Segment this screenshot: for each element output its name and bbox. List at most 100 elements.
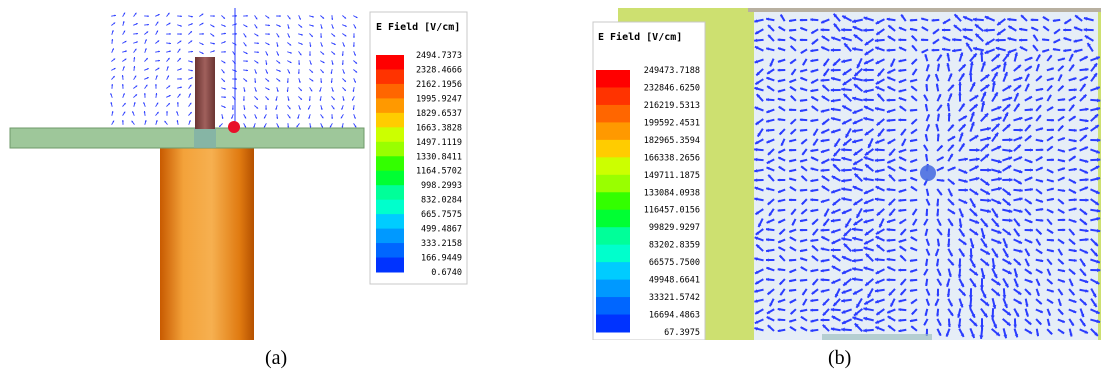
field-arrow-head [1095,190,1100,194]
field-arrow-head [821,36,826,40]
field-arrow-head [909,18,913,22]
field-arrow-head [1063,37,1067,41]
field-arrow-head [343,71,345,74]
field-arrow-head [886,109,891,113]
field-arrow-head [754,19,758,23]
field-arrow-head [1052,48,1056,51]
field-arrow-head [800,316,804,320]
field-arrow-head [320,81,323,83]
field-arrow-head [778,166,782,170]
field-arrow-head [1096,86,1100,91]
field-arrow-head [1017,261,1021,266]
field-arrow-head [875,186,880,190]
field-arrow-head [1084,76,1088,80]
field-arrow-head [777,79,781,83]
field-arrow-head [779,231,783,235]
field-arrow-head [767,325,771,329]
field-arrow-head [1083,211,1087,215]
field-arrow-head [1050,170,1054,173]
field-arrow-head [1017,65,1021,69]
field-arrow-head [256,106,259,109]
field-arrow-head [936,293,940,297]
field-arrow-head [1018,240,1022,244]
legend-swatch [376,228,404,244]
field-arrow-head [937,63,941,67]
field-arrow-head [133,102,136,104]
field-arrow-head [949,153,953,158]
field-arrow-head [791,211,794,215]
field-arrow-head [778,299,781,303]
field-arrow-head [755,81,759,85]
field-arrow-head [754,299,758,303]
field-arrow-head [1064,20,1068,24]
field-arrow-head [995,38,999,43]
field-arrow-head [189,84,192,87]
field-arrow-head [1015,283,1019,288]
field-arrow-head [983,222,988,227]
field-arrow-head [886,278,890,282]
field-arrow-head [1030,228,1033,232]
field-arrow-head [223,61,226,64]
field-arrow-head [1013,324,1017,328]
panel-a-field-plot: E Field [V/cm] 2494.7373 2328.4666 2162.19… [9,8,468,344]
legend-value-label: 1995.9247 [416,94,462,104]
field-arrow-head [841,320,846,325]
field-arrow-head [1040,127,1044,131]
field-arrow-head [111,30,114,32]
field-arrow-head [911,61,915,65]
field-arrow-head [875,320,880,324]
field-arrow-head [789,159,792,163]
field-arrow-head [180,86,182,89]
feed-line [822,334,932,354]
legend-value-label: 832.0284 [421,196,462,206]
field-arrow-head [176,120,179,122]
field-arrow-head [221,117,224,119]
field-arrow-head [1059,252,1063,256]
field-arrow-head [1084,56,1088,60]
field-arrow-head [957,314,961,318]
field-arrow-head [1083,16,1088,21]
field-arrow-head [835,293,839,298]
field-arrow-head [136,32,138,35]
field-arrow-head [235,32,237,35]
field-arrow-head [831,240,836,244]
field-arrow-head [1072,190,1076,194]
field-arrow-head [789,36,793,40]
field-arrow-head [811,41,815,45]
field-arrow-head [964,188,968,192]
legend-swatch [376,98,404,114]
field-arrow-head [1062,269,1066,273]
field-arrow-head [255,116,257,119]
legend-swatch [596,157,630,176]
field-arrow-head [121,75,124,77]
field-arrow-head [330,81,333,83]
field-arrow-head [789,86,793,90]
field-arrow-head [831,116,835,121]
field-arrow-head [865,281,870,286]
field-arrow-head [1074,88,1077,92]
field-arrow-head [959,52,964,56]
field-arrow-head [945,333,949,337]
field-arrow-head [267,88,270,90]
field-arrow-head [887,166,891,170]
field-arrow-head [191,50,193,53]
field-arrow-head [765,258,769,262]
field-arrow-head [1027,124,1031,128]
field-arrow-head [169,50,171,53]
legend-value-label: 2162.1956 [416,80,462,90]
field-arrow-head [957,324,962,328]
field-arrow-head [789,319,792,323]
field-arrow-head [1053,40,1057,43]
field-arrow-head [113,58,116,61]
field-arrow-head [994,132,999,137]
field-arrow-head [319,90,322,92]
field-arrow-head [949,193,953,197]
field-arrow-head [1073,249,1077,253]
field-arrow-head [1071,292,1075,296]
field-arrow-head [132,111,134,114]
field-arrow-head [1049,331,1053,335]
field-arrow-head [931,48,935,52]
field-arrow-head [1085,237,1089,242]
field-arrow-head [898,329,902,333]
field-arrow-head [979,51,984,55]
